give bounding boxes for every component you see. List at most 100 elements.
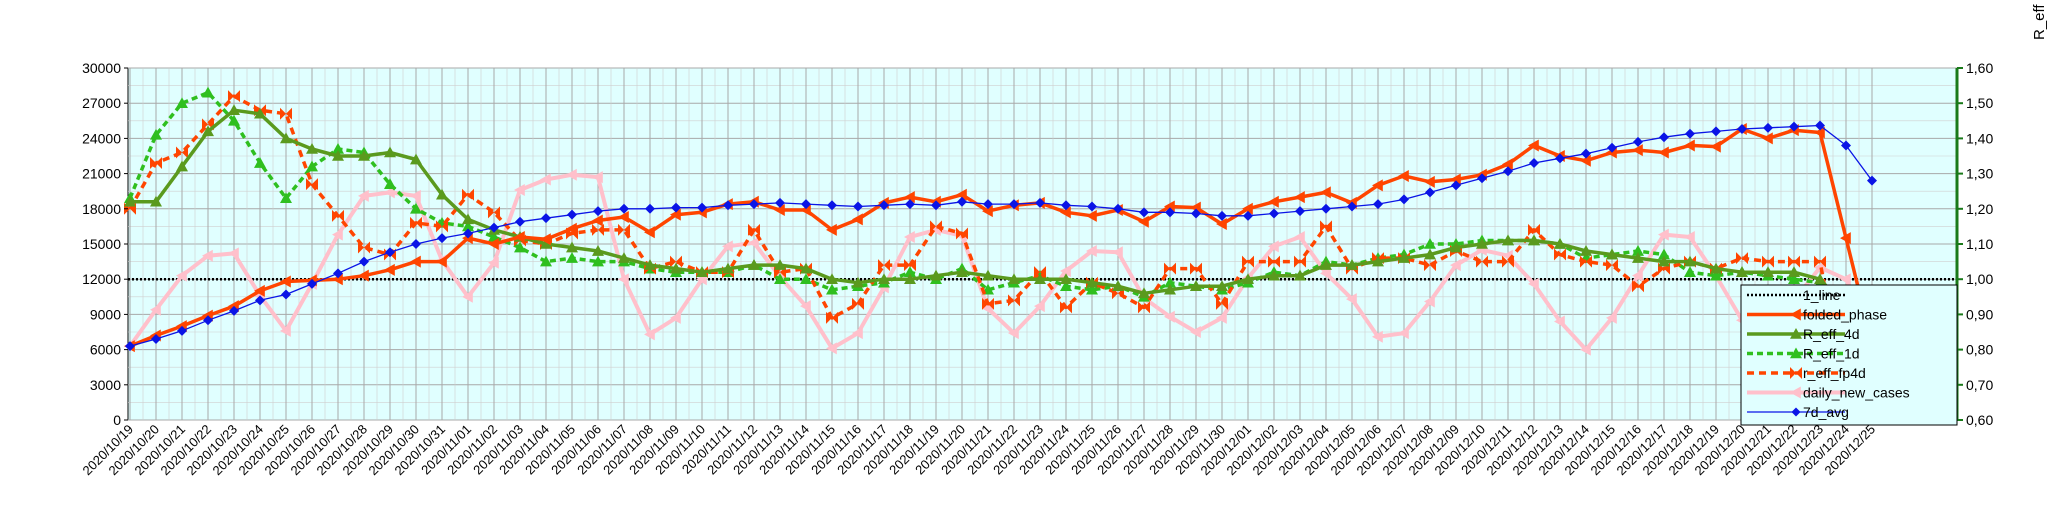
x-axis: 2020/10/192020/10/202020/10/212020/10/22… <box>79 422 1878 479</box>
data-point <box>826 342 837 355</box>
series-7d-avg <box>125 120 1877 352</box>
data-point <box>1790 308 1801 321</box>
data-point <box>592 223 604 236</box>
series-line <box>128 90 1873 373</box>
data-point <box>670 255 682 268</box>
data-point <box>1555 153 1565 164</box>
data-point <box>956 227 968 240</box>
data-point <box>150 303 161 316</box>
data-point <box>229 305 239 316</box>
data-point <box>1580 343 1591 356</box>
data-point <box>1320 267 1331 280</box>
data-point <box>1034 300 1045 313</box>
data-point <box>1710 140 1721 153</box>
data-point <box>280 324 291 337</box>
data-point <box>826 283 838 295</box>
data-point <box>203 315 213 326</box>
legend-entry: R_eff_1d <box>1747 346 1860 362</box>
data-point <box>410 216 422 229</box>
data-point <box>384 146 396 158</box>
data-point <box>1632 245 1644 256</box>
data-point <box>566 241 578 253</box>
data-point <box>333 268 343 279</box>
data-point <box>800 273 812 284</box>
data-point <box>1372 179 1383 192</box>
data-point <box>879 200 889 211</box>
data-point <box>774 259 786 270</box>
data-point <box>411 239 421 249</box>
y2-tick-label: 1,40 <box>1966 130 1993 146</box>
data-point <box>592 245 604 256</box>
data-point <box>904 191 915 204</box>
data-point <box>489 222 499 233</box>
data-point <box>748 236 759 249</box>
data-point <box>1790 386 1801 399</box>
data-point <box>618 223 630 236</box>
y-tick-label: 24000 <box>82 130 121 146</box>
data-point <box>488 256 499 269</box>
data-point <box>1320 186 1331 199</box>
data-point <box>332 142 344 154</box>
data-point <box>1424 295 1435 308</box>
y-tick-label: 27000 <box>82 95 121 111</box>
data-point <box>618 252 630 263</box>
data-point <box>358 150 370 161</box>
data-point <box>982 269 994 281</box>
data-point <box>1867 175 1877 186</box>
data-point <box>670 262 682 274</box>
data-point <box>1424 259 1436 272</box>
data-point <box>1658 248 1670 260</box>
legend-entry: 1_line <box>1747 287 1845 303</box>
legend-entry: R_eff_4d <box>1747 326 1860 342</box>
data-point <box>1008 294 1020 307</box>
data-point <box>1788 255 1800 268</box>
data-point <box>228 90 240 103</box>
data-point <box>1060 264 1071 277</box>
data-point <box>1737 124 1747 135</box>
data-point <box>1060 206 1071 219</box>
data-point <box>1502 234 1514 246</box>
data-point <box>150 128 162 140</box>
data-point <box>904 259 916 272</box>
data-point <box>956 266 968 277</box>
data-point <box>1242 255 1254 268</box>
data-point <box>748 223 760 236</box>
data-point <box>1061 200 1071 211</box>
data-point <box>124 195 136 207</box>
data-point <box>827 200 837 211</box>
data-point <box>1554 248 1566 261</box>
data-point <box>1112 246 1123 259</box>
y-tick-label: 18000 <box>82 201 121 217</box>
data-point <box>774 203 785 216</box>
data-point <box>1060 280 1072 292</box>
data-point <box>1814 255 1826 268</box>
data-point <box>904 266 916 277</box>
data-point <box>722 240 733 253</box>
data-point <box>332 150 344 161</box>
data-point <box>1216 297 1228 310</box>
series-R-eff-4d <box>124 104 1878 341</box>
data-point <box>540 173 551 186</box>
grid <box>128 67 1957 421</box>
data-point <box>1086 283 1098 295</box>
data-point <box>1320 259 1332 270</box>
data-point <box>1554 238 1566 249</box>
y2-tick-label: 1,50 <box>1966 95 1993 111</box>
data-point <box>281 289 291 300</box>
data-point <box>1450 259 1461 272</box>
data-point <box>878 273 890 284</box>
data-point <box>1528 234 1540 246</box>
data-point <box>150 195 162 207</box>
data-point <box>1476 255 1488 268</box>
data-point <box>1684 266 1696 277</box>
data-point <box>957 196 967 207</box>
data-point <box>1217 210 1227 221</box>
data-point <box>670 311 681 324</box>
data-point <box>644 259 656 270</box>
data-point <box>1607 142 1617 153</box>
series-line <box>129 124 1873 347</box>
data-point <box>1790 367 1802 379</box>
data-point <box>1269 208 1279 219</box>
data-point <box>1164 276 1176 288</box>
data-point <box>930 220 942 233</box>
